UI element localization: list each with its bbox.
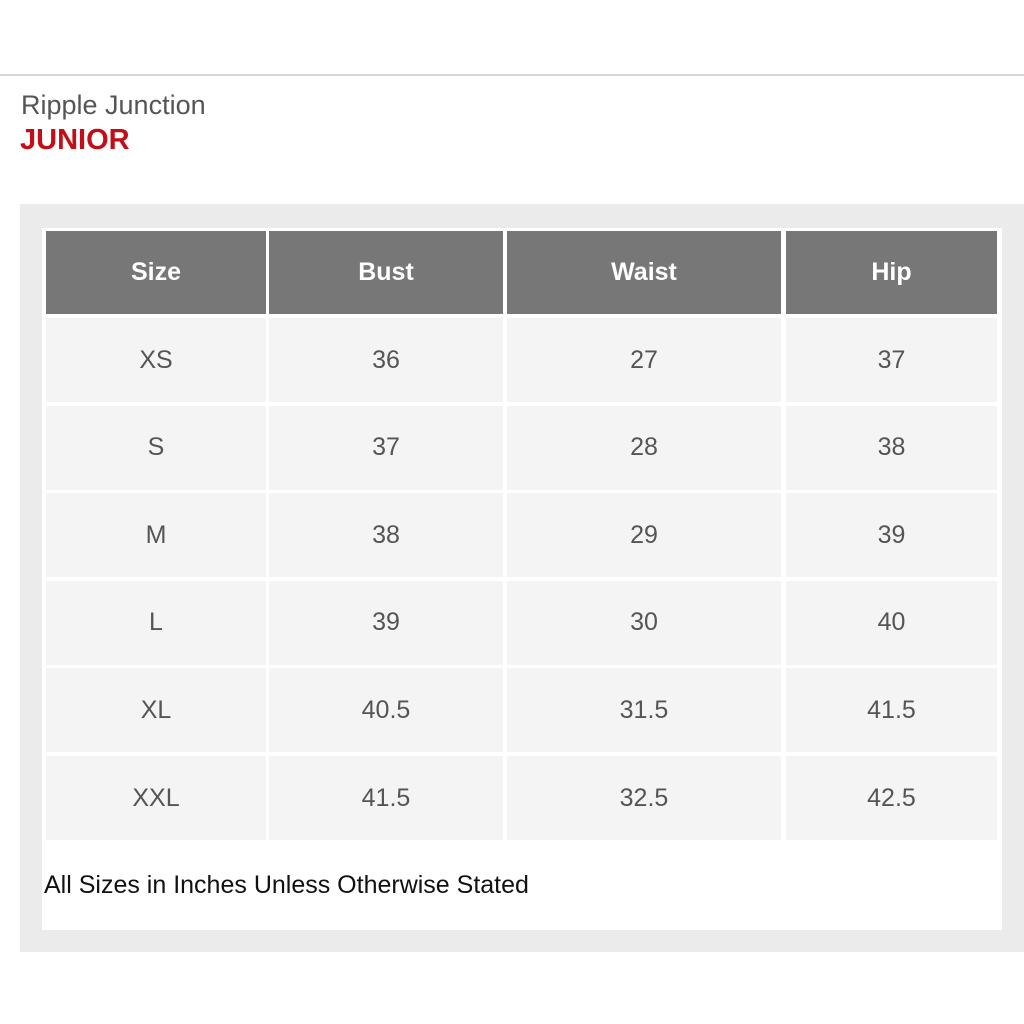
table-cell: XS <box>46 318 266 402</box>
table-cell: 32.5 <box>507 756 781 840</box>
table-cell: S <box>46 405 266 490</box>
table-cell: 31.5 <box>507 668 781 753</box>
header-cell: Bust <box>269 231 503 314</box>
note: All Sizes in Inches Unless Otherwise Sta… <box>44 871 529 899</box>
table-cell: M <box>46 493 266 578</box>
table-cell: 39 <box>269 580 503 665</box>
table-cell: XXL <box>46 756 266 840</box>
table-cell: XL <box>46 668 266 753</box>
table-cell: 37 <box>269 405 503 490</box>
header-cell: Hip <box>786 231 997 314</box>
table-cell: L <box>46 580 266 665</box>
table-cell: 36 <box>269 318 503 402</box>
table-cell: 37 <box>786 318 997 402</box>
header-cell: Waist <box>507 231 781 314</box>
table-cell: 38 <box>786 405 997 490</box>
category: JUNIOR <box>20 124 130 156</box>
table-cell: 38 <box>269 493 503 578</box>
table-cell: 28 <box>507 405 781 490</box>
table-cell: 29 <box>507 493 781 578</box>
table-cell: 40 <box>786 580 997 665</box>
table-cell: 42.5 <box>786 756 997 840</box>
table-cell: 41.5 <box>269 756 503 840</box>
table-cell: 41.5 <box>786 668 997 753</box>
brand: Ripple Junction <box>21 90 206 120</box>
table-cell: 40.5 <box>269 668 503 753</box>
table-cell: 30 <box>507 580 781 665</box>
table-cell: 39 <box>786 493 997 578</box>
table-cell: 27 <box>507 318 781 402</box>
header-cell: Size <box>46 231 266 314</box>
divider <box>0 74 1024 76</box>
